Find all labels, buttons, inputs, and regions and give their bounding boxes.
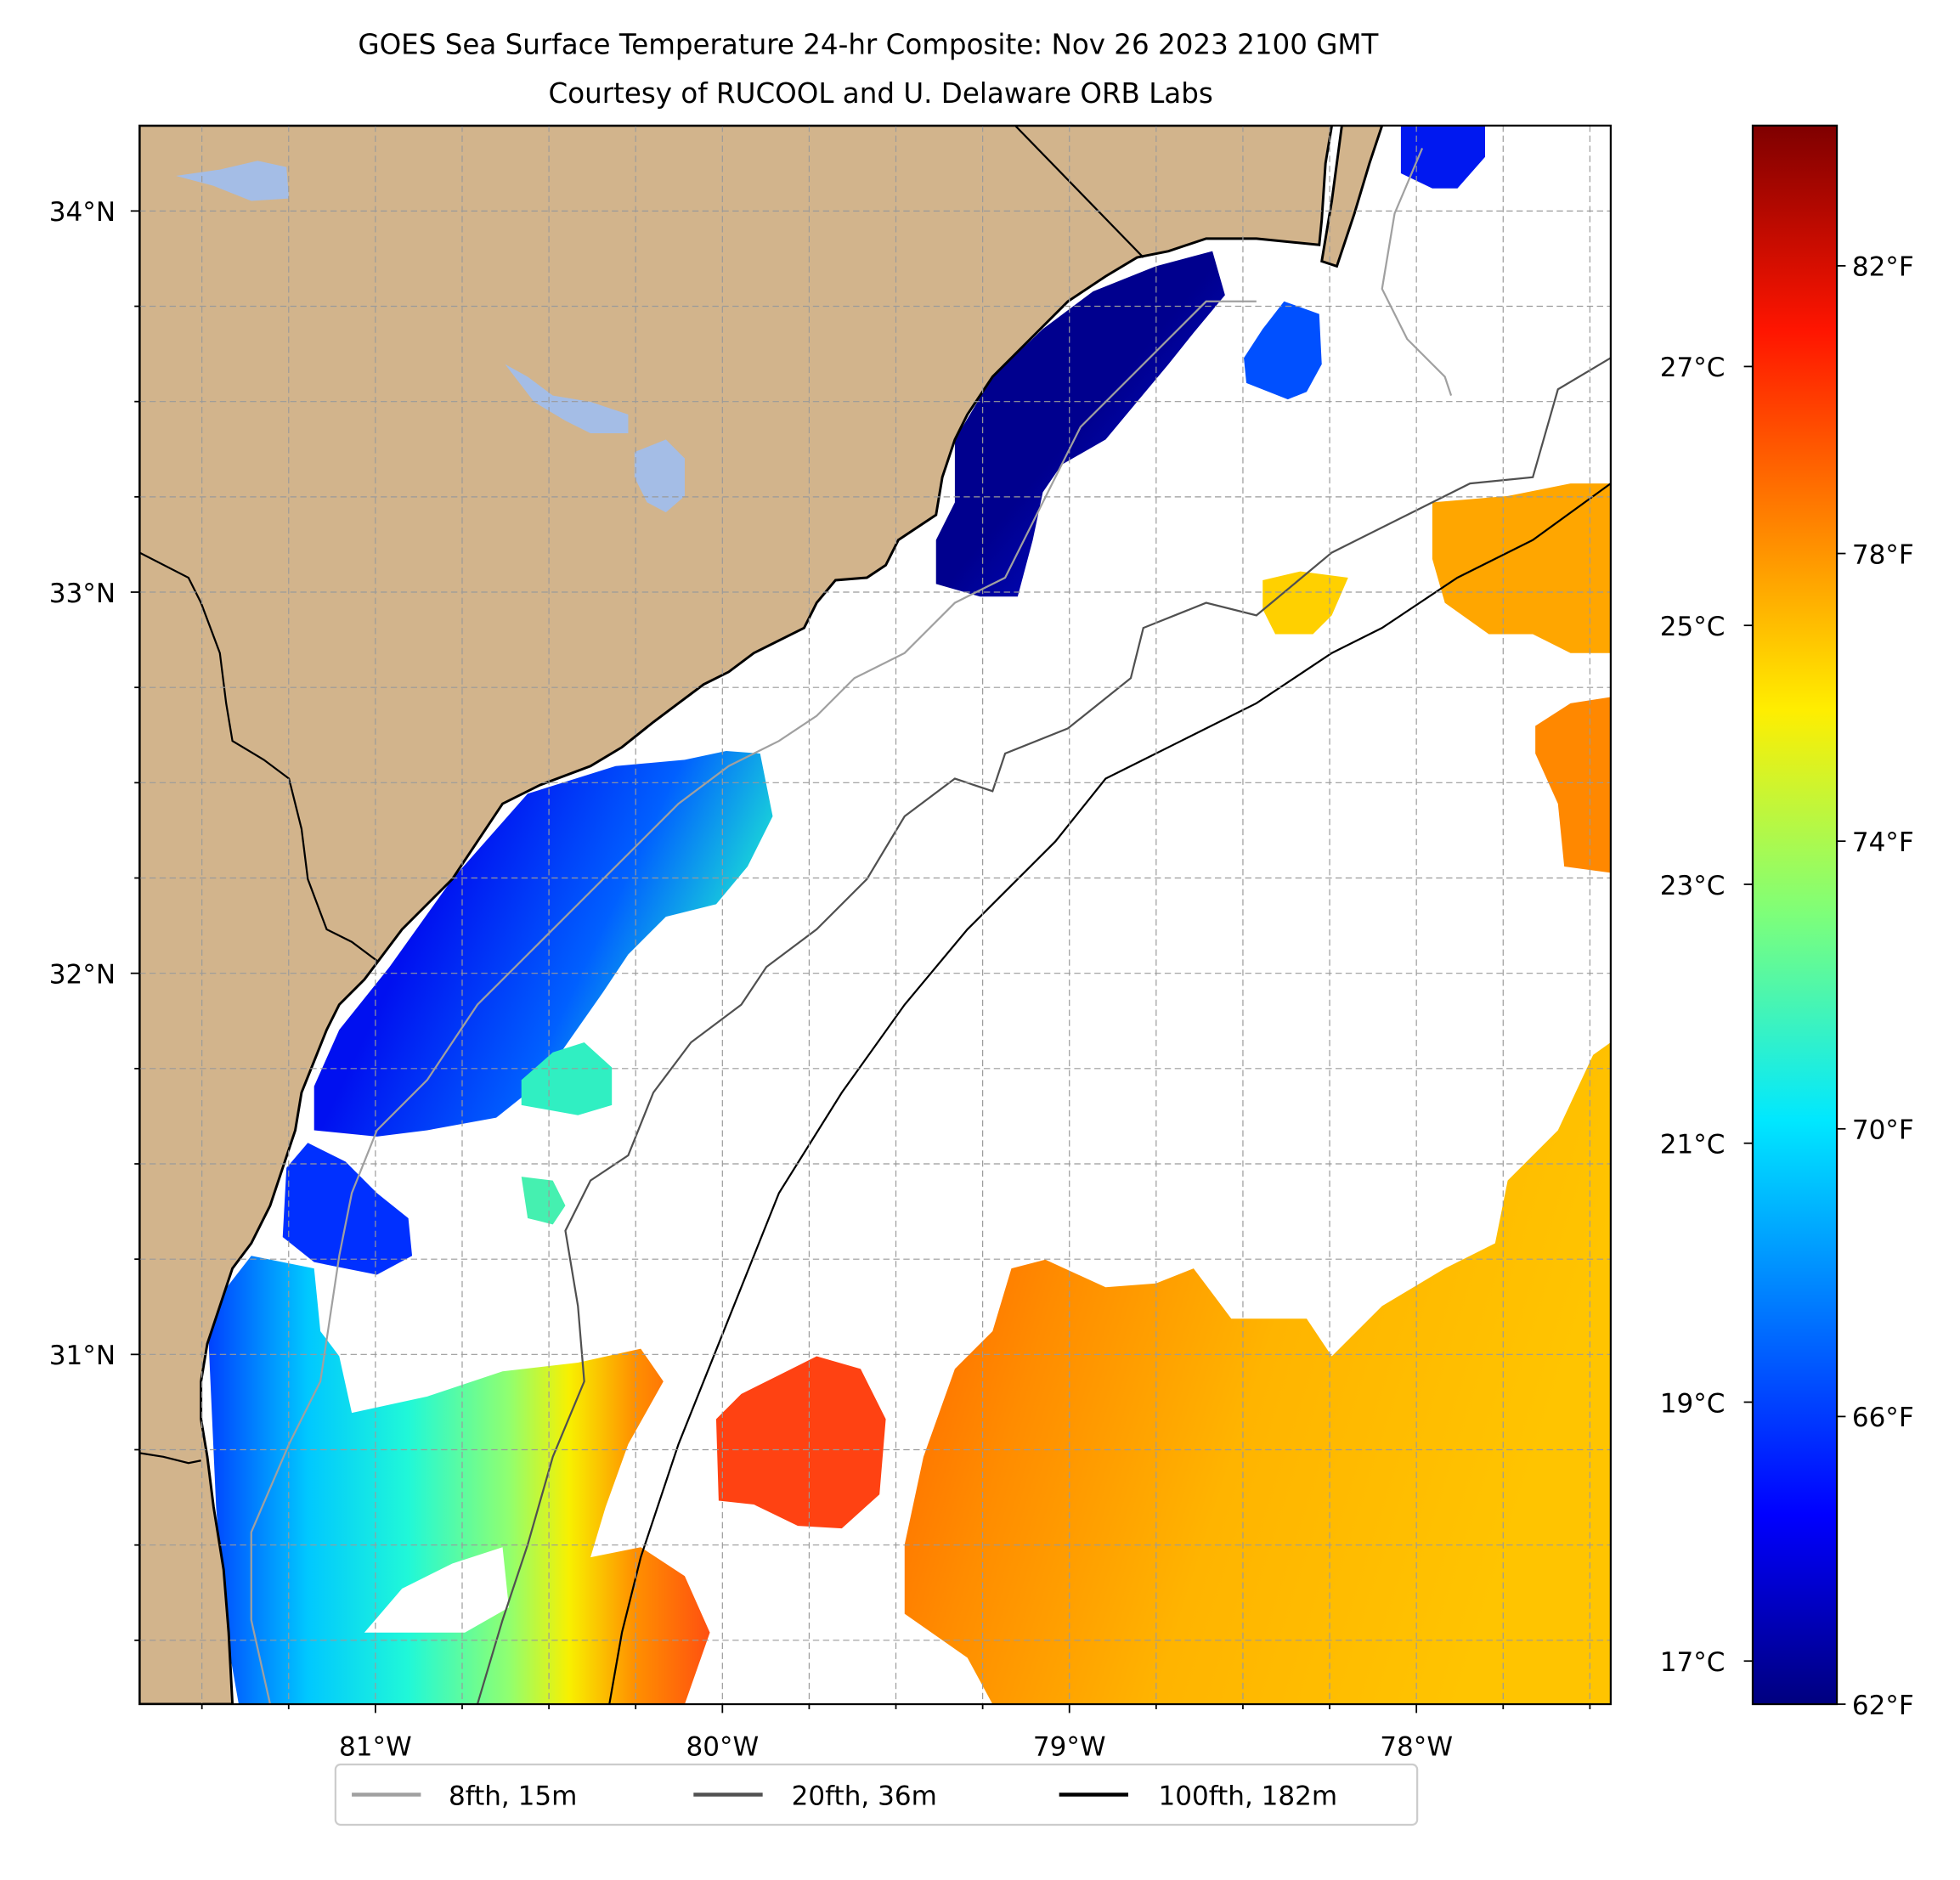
map-plot-area <box>139 125 1611 1705</box>
sst-patch-southwest-gradient <box>207 1256 710 1705</box>
title-line-1: GOES Sea Surface Temperature 24-hr Compo… <box>358 29 1378 61</box>
gridlines <box>139 125 1611 1705</box>
sst-patch-orange-east <box>1432 483 1611 653</box>
sst-patch-blue-south <box>282 1143 413 1275</box>
legend-item-100fth: 100fth, 182m <box>1059 1781 1337 1811</box>
colorbar-label-f: 66°F <box>1852 1403 1914 1433</box>
sst-patch-blue-top <box>1400 125 1485 189</box>
lon-tick-label: 78°W <box>1380 1732 1453 1763</box>
lon-tick-label: 81°W <box>339 1732 412 1763</box>
contour-100fth <box>608 483 1611 1705</box>
sst-patches <box>207 125 1611 1705</box>
lon-tick-label: 79°W <box>1033 1732 1106 1763</box>
sst-patch-orange-east-2 <box>1535 697 1611 873</box>
legend-item-20fth: 20fth, 36m <box>693 1781 937 1811</box>
lat-tick-label: 32°N <box>49 960 116 991</box>
colorbar-ticks: 82°F 78°F 74°F 70°F 66°F 62°F 27°C 25°C 23°C 21°C… <box>1660 252 1914 1721</box>
colorbar-label-c: 27°C <box>1660 353 1726 383</box>
river-border-south <box>139 1452 201 1465</box>
legend-item-8fth: 8fth, 15m <box>352 1781 577 1811</box>
land-mainland <box>139 125 1334 1705</box>
sst-patch-orange-southeast <box>904 1042 1611 1705</box>
sst-patch-blue-offshore <box>1244 301 1322 400</box>
land <box>139 125 1384 1705</box>
colorbar-label-c: 21°C <box>1660 1130 1726 1160</box>
legend-box <box>334 1763 1419 1826</box>
sst-gap-southwest <box>364 1547 509 1633</box>
colorbar-label-f: 62°F <box>1852 1691 1914 1721</box>
legend: 8fth, 15m 20fth, 36m 100fth, 182m <box>334 1763 1419 1826</box>
colorbar-label-f: 82°F <box>1852 252 1914 283</box>
lake-northwest <box>176 161 290 201</box>
legend-label-8fth: 8fth, 15m <box>449 1781 577 1811</box>
sst-patch-navy-north <box>935 251 1225 597</box>
sst-patch-cyan-2 <box>521 1177 566 1225</box>
colorbar-label-f: 78°F <box>1852 539 1914 570</box>
legend-label-20fth: 20fth, 36m <box>792 1781 937 1811</box>
lake-moultrie <box>634 439 685 513</box>
sst-patch-red-blob <box>715 1356 886 1529</box>
axis-ticks: 81°W 80°W 79°W 78°W 34°N 33°N 32°N 31°N <box>49 197 1591 1763</box>
sst-patch-yellow-small <box>1262 571 1348 635</box>
legend-label-100fth: 100fth, 182m <box>1158 1781 1337 1811</box>
title-line-2: Courtesy of RUCOOL and U. Delaware ORB L… <box>548 77 1212 110</box>
state-border-ga-sc <box>139 551 378 962</box>
lat-tick-label: 33°N <box>49 579 116 609</box>
colorbar-label-f: 74°F <box>1852 827 1914 858</box>
colorbar-label-c: 25°C <box>1660 612 1726 642</box>
lat-tick-label: 34°N <box>49 197 116 228</box>
map-frame <box>138 124 1612 1706</box>
lon-tick-label: 80°W <box>686 1732 759 1763</box>
sst-patch-blue-mid <box>313 751 773 1137</box>
state-border-nc-sc <box>1014 125 1144 258</box>
lake-marion <box>505 364 629 434</box>
colorbar-label-f: 70°F <box>1852 1115 1914 1146</box>
colorbar-label-c: 19°C <box>1660 1388 1726 1419</box>
colorbar <box>1751 124 1839 1706</box>
colorbar-label-c: 17°C <box>1660 1647 1726 1678</box>
sst-patch-cyan-1 <box>521 1042 613 1115</box>
contour-20fth <box>476 357 1611 1705</box>
colorbar-label-c: 23°C <box>1660 871 1726 901</box>
contour-8fth-north <box>1381 148 1453 397</box>
bathymetry-contours <box>250 148 1611 1705</box>
lat-tick-label: 31°N <box>49 1341 116 1371</box>
contour-8fth <box>250 300 1257 1705</box>
